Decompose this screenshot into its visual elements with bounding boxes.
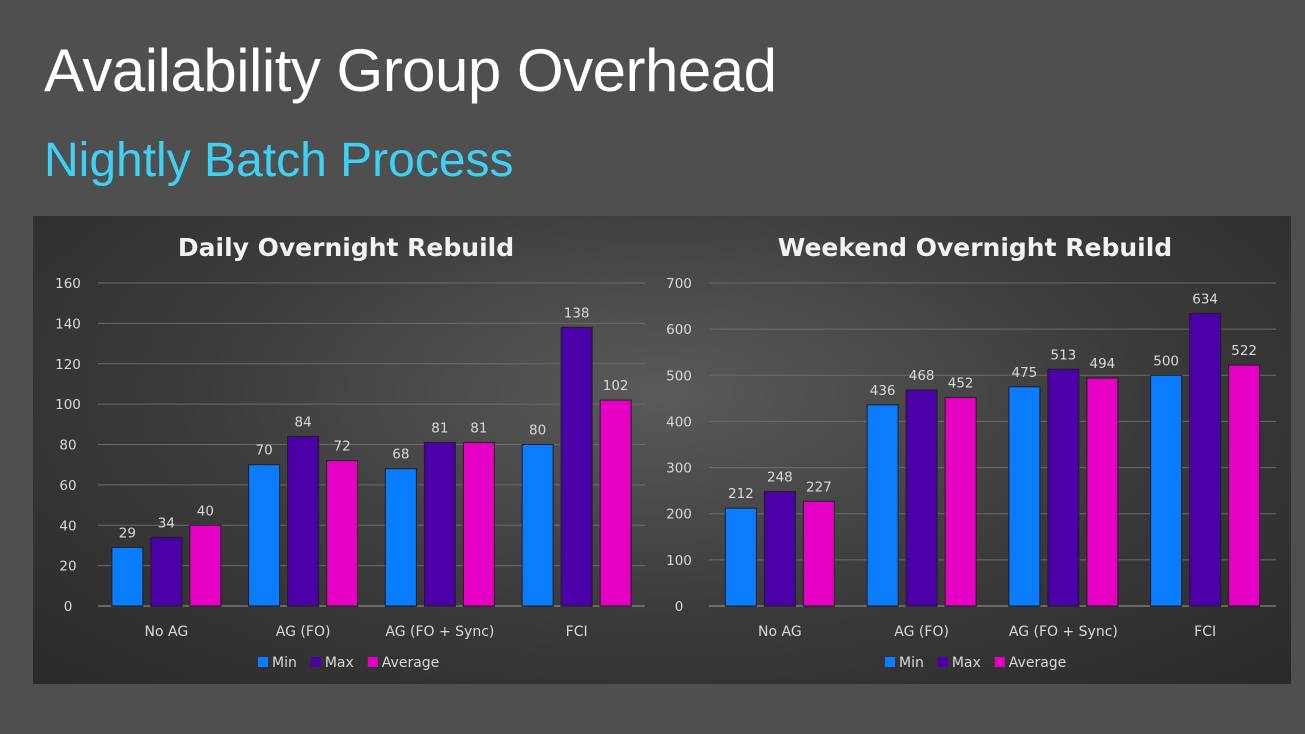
- bar-min-fci: [1150, 374, 1183, 607]
- legend-label-average: Average: [1009, 655, 1067, 671]
- data-label-min: 68: [392, 447, 409, 463]
- data-label-average: 72: [334, 439, 351, 455]
- y-tick-label: 100: [55, 397, 81, 413]
- data-label-min: 500: [1153, 353, 1179, 369]
- bar-max-no-ag: [763, 491, 796, 607]
- data-label-average: 102: [603, 378, 629, 394]
- bar-min-ag-fo: [866, 404, 899, 607]
- y-tick-label: 60: [59, 478, 76, 494]
- data-label-min: 29: [119, 525, 136, 541]
- data-label-average: 452: [948, 375, 974, 391]
- chart-title: Weekend Overnight Rebuild: [778, 233, 1172, 262]
- category-label: No AG: [758, 624, 802, 640]
- data-label-max: 468: [909, 368, 935, 384]
- y-tick-label: 80: [59, 438, 76, 454]
- bar-average-ag-fo-sync: [462, 441, 495, 607]
- data-label-max: 513: [1050, 347, 1076, 363]
- data-label-average: 227: [806, 479, 832, 495]
- y-tick-label: 0: [675, 599, 684, 615]
- bar-max-fci: [1189, 312, 1222, 607]
- data-label-max: 248: [767, 470, 793, 486]
- category-label: AG (FO): [276, 624, 331, 640]
- legend-swatch-average: [367, 657, 378, 667]
- data-label-max: 84: [295, 414, 312, 430]
- bar-average-ag-fo: [326, 460, 359, 607]
- bar-min-ag-fo-sync: [384, 468, 417, 607]
- bar-min-no-ag: [111, 546, 144, 607]
- bar-max-fci: [560, 326, 593, 607]
- bar-max-ag-fo: [905, 389, 938, 607]
- slide-subtitle: Nightly Batch Process: [44, 134, 514, 187]
- category-label: AG (FO + Sync): [385, 624, 494, 640]
- bar-max-no-ag: [150, 536, 183, 607]
- legend-swatch-max: [310, 657, 321, 667]
- legend-label-average: Average: [382, 655, 440, 671]
- data-label-max: 34: [158, 515, 175, 531]
- chart-1: Daily Overnight Rebuild 0 20 40 60 80 100 120 14…: [55, 233, 645, 671]
- slide-title: Availability Group Overhead: [44, 37, 777, 104]
- y-tick-label: 500: [666, 368, 692, 384]
- bar-average-no-ag: [189, 524, 222, 607]
- charts-canvas: Daily Overnight Rebuild 0 20 40 60 80 100 120 14…: [55, 233, 1276, 671]
- bar-average-ag-fo-sync: [1086, 377, 1119, 607]
- legend-label-min: Min: [272, 655, 297, 671]
- y-tick-label: 140: [55, 316, 81, 332]
- y-tick-label: 200: [666, 507, 692, 523]
- data-label-average: 40: [197, 503, 214, 519]
- y-tick-label: 20: [59, 559, 76, 575]
- legend-label-max: Max: [325, 655, 354, 671]
- data-label-min: 70: [256, 443, 273, 459]
- bar-min-no-ag: [724, 507, 757, 607]
- bar-min-ag-fo: [248, 464, 281, 607]
- legend-swatch-max: [937, 657, 948, 667]
- y-tick-label: 0: [64, 599, 73, 615]
- bar-average-ag-fo: [944, 396, 977, 607]
- bar-min-ag-fo-sync: [1008, 386, 1041, 607]
- y-tick-label: 700: [666, 276, 692, 292]
- data-label-average: 81: [470, 420, 487, 436]
- bar-max-ag-fo: [287, 435, 320, 607]
- data-label-min: 475: [1011, 365, 1037, 381]
- y-tick-label: 300: [666, 461, 692, 477]
- legend-swatch-average: [994, 657, 1005, 667]
- y-tick-label: 600: [666, 322, 692, 338]
- legend-label-min: Min: [899, 655, 924, 671]
- data-label-average: 522: [1231, 343, 1257, 359]
- data-label-min: 80: [529, 423, 546, 439]
- legend-label-max: Max: [952, 655, 981, 671]
- bar-max-ag-fo-sync: [1047, 368, 1080, 607]
- bar-average-fci: [599, 399, 632, 607]
- data-label-max: 81: [431, 420, 448, 436]
- y-tick-label: 160: [55, 276, 81, 292]
- category-label: AG (FO + Sync): [1009, 624, 1118, 640]
- category-label: AG (FO): [894, 624, 949, 640]
- y-tick-label: 40: [59, 518, 76, 534]
- data-label-max: 138: [564, 305, 590, 321]
- y-tick-label: 400: [666, 414, 692, 430]
- y-tick-label: 100: [666, 553, 692, 569]
- bar-max-ag-fo-sync: [423, 441, 456, 607]
- category-label: FCI: [566, 624, 588, 640]
- legend-swatch-min: [258, 657, 268, 667]
- bar-average-fci: [1228, 364, 1261, 607]
- data-label-min: 212: [728, 486, 754, 502]
- category-label: FCI: [1194, 624, 1216, 640]
- data-label-average: 494: [1089, 356, 1115, 372]
- category-label: No AG: [145, 624, 189, 640]
- y-tick-label: 120: [55, 357, 81, 373]
- chart-2: Weekend Overnight Rebuild 0 100 200 300 400 50…: [666, 233, 1276, 671]
- bar-min-fci: [521, 444, 554, 607]
- chart-title: Daily Overnight Rebuild: [178, 233, 514, 262]
- legend-swatch-min: [885, 657, 895, 667]
- bar-average-no-ag: [802, 500, 835, 607]
- data-label-max: 634: [1192, 291, 1218, 307]
- chart-panel: Daily Overnight Rebuild 0 20 40 60 80 100 120 14…: [33, 216, 1291, 684]
- data-label-min: 436: [870, 383, 896, 399]
